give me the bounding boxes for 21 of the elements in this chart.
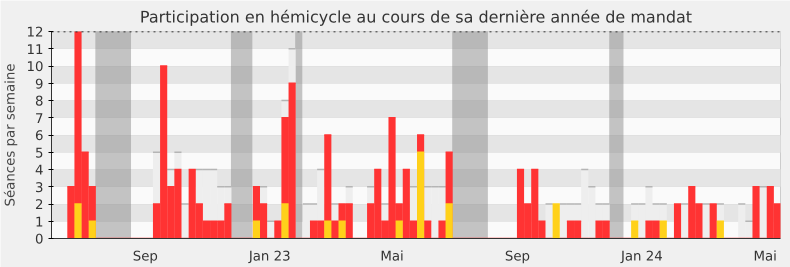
y-tick-label: 7 — [35, 112, 44, 127]
x-tick-label: Sep — [132, 250, 158, 264]
y-tick-label: 10 — [26, 60, 44, 75]
y-tick-label: 5 — [35, 146, 44, 162]
y-tick-label: 0 — [35, 232, 44, 248]
y-tick-label: 1 — [35, 215, 44, 230]
x-tick-label: Mai — [754, 250, 777, 264]
y-tick-label: 8 — [35, 94, 44, 110]
y-tick-label: 4 — [35, 164, 44, 178]
y-axis-title: Séances par semaine — [4, 64, 19, 206]
y-tick-label: 2 — [35, 198, 44, 213]
chart-title: Participation en hémicycle au cours de sa dernière année de mandat — [140, 8, 692, 26]
y-tick-label: 9 — [35, 77, 44, 92]
y-tick-label: 11 — [26, 42, 44, 58]
y-tick-label: 6 — [35, 129, 44, 144]
x-tick-label: Mai — [380, 250, 404, 264]
x-tick-label: Sep — [504, 250, 530, 264]
y-tick-label: 3 — [35, 180, 44, 196]
y-tick-label: 12 — [26, 26, 44, 40]
x-tick-label: Jan 23 — [248, 250, 291, 264]
x-tick-label: Jan 24 — [620, 250, 663, 264]
